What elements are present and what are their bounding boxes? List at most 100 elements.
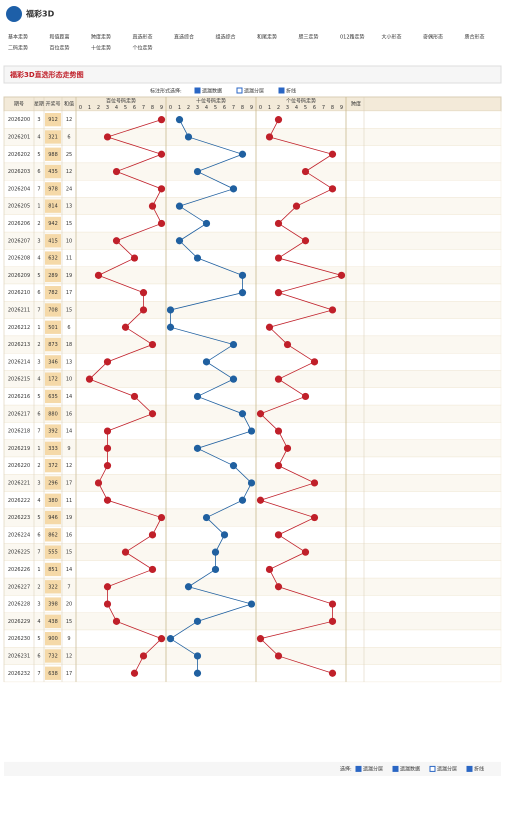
digit-point: [247, 600, 256, 608]
cell: 862: [48, 532, 58, 538]
cell: 2026224: [8, 532, 30, 538]
row-bg: [3, 439, 502, 458]
digit-point: [274, 375, 283, 383]
digit-point: [103, 600, 112, 608]
digit-header: 0: [259, 105, 262, 111]
checkbox[interactable]: [278, 87, 285, 94]
row-bg: [3, 162, 502, 181]
digit-point: [274, 652, 283, 660]
digit-point: [148, 340, 157, 349]
digit-header: 0: [169, 105, 172, 111]
digit-point: [274, 583, 283, 591]
digit-point: [94, 271, 103, 279]
digit-header: 8: [151, 105, 154, 111]
cell: 5: [37, 515, 40, 521]
nav-item[interactable]: 012路走势: [340, 34, 365, 41]
checkbox[interactable]: [429, 765, 436, 772]
nav-item[interactable]: 组选综合: [216, 34, 236, 41]
cell: 7: [37, 429, 40, 435]
digit-point: [328, 185, 337, 193]
nav-item[interactable]: 跨度走势: [91, 34, 111, 41]
cell: 9: [67, 446, 70, 452]
cell: 708: [48, 307, 58, 313]
cell: 435: [48, 169, 58, 175]
cell: 6: [37, 532, 40, 538]
number-bg: [45, 510, 61, 525]
digit-point: [175, 116, 184, 124]
number-bg: [45, 337, 61, 352]
cell: 13: [66, 359, 72, 365]
row-bg: [3, 266, 502, 285]
digit-header: 3: [106, 105, 109, 111]
nav-item[interactable]: 和尾走势: [257, 34, 277, 41]
cell: 392: [48, 429, 58, 435]
digit-point: [103, 358, 112, 366]
nav-item[interactable]: 个位走势: [133, 45, 153, 52]
number-bg: [45, 234, 61, 248]
cell: 2026218: [8, 429, 30, 435]
cell: 2: [37, 221, 40, 227]
digit-point: [157, 219, 166, 228]
cell: 7: [37, 550, 40, 556]
nav-item[interactable]: 基本走势: [8, 34, 28, 41]
digit-point: [274, 254, 283, 262]
cell: 2026216: [8, 394, 30, 400]
digit-header: 2: [187, 105, 190, 111]
nav-item[interactable]: 直选综合: [174, 34, 194, 41]
digit-point: [238, 410, 247, 418]
nav-item[interactable]: 胆三走势: [299, 34, 319, 41]
row-bg: [3, 612, 502, 631]
nav-item[interactable]: 质合形态: [465, 34, 485, 41]
cell: 6: [37, 411, 40, 417]
checkbox[interactable]: [236, 87, 243, 94]
digit-header: 4: [205, 105, 208, 111]
number-bg: [45, 251, 61, 265]
cell: 2026230: [8, 636, 30, 642]
nav-item[interactable]: 奇偶形态: [423, 34, 443, 41]
digit-point: [157, 513, 166, 522]
nav-item[interactable]: 百位走势: [50, 45, 70, 52]
cell: 438: [48, 619, 58, 625]
digit-point: [211, 565, 220, 574]
digit-point: [274, 289, 283, 297]
cell: 1: [37, 446, 40, 452]
nav-item[interactable]: 大小形态: [382, 34, 402, 41]
cell: 4: [37, 377, 40, 383]
cell: 15: [66, 619, 72, 625]
cell: 14: [66, 567, 72, 573]
cell: 15: [66, 221, 72, 227]
cell: 2026223: [8, 515, 30, 521]
number-bg: [45, 562, 61, 577]
number-bg: [45, 459, 61, 473]
digit-point: [202, 358, 211, 366]
digit-point: [157, 150, 166, 158]
cell: 3: [37, 238, 40, 244]
checkbox[interactable]: [466, 765, 473, 772]
digit-header: 7: [322, 105, 325, 111]
cell: 2026209: [8, 273, 30, 279]
nav-item[interactable]: 直选形态: [133, 34, 153, 41]
nav-item[interactable]: 二码走势: [8, 45, 28, 52]
digit-point: [130, 254, 139, 262]
cell: 2026222: [8, 498, 30, 504]
checkbox[interactable]: [194, 87, 201, 94]
digit-point: [85, 375, 94, 383]
number-bg: [45, 632, 61, 646]
number-bg: [45, 493, 61, 507]
digit-header: 3: [196, 105, 199, 111]
cell: 2026205: [8, 204, 30, 210]
digit-point: [103, 133, 112, 141]
nav-item[interactable]: 和值距离: [50, 34, 70, 41]
digit-point: [256, 635, 265, 643]
digit-point: [121, 323, 130, 331]
cell: 7: [37, 307, 40, 313]
digit-point: [121, 548, 130, 556]
cell: 296: [48, 480, 58, 486]
option-label: 折线: [286, 88, 296, 95]
row-bg: [3, 214, 502, 233]
nav-item[interactable]: 十位走势: [91, 45, 111, 52]
checkbox[interactable]: [392, 765, 399, 772]
column-header: 跨度: [351, 101, 361, 108]
checkbox[interactable]: [355, 765, 362, 772]
cell: 501: [48, 325, 58, 331]
